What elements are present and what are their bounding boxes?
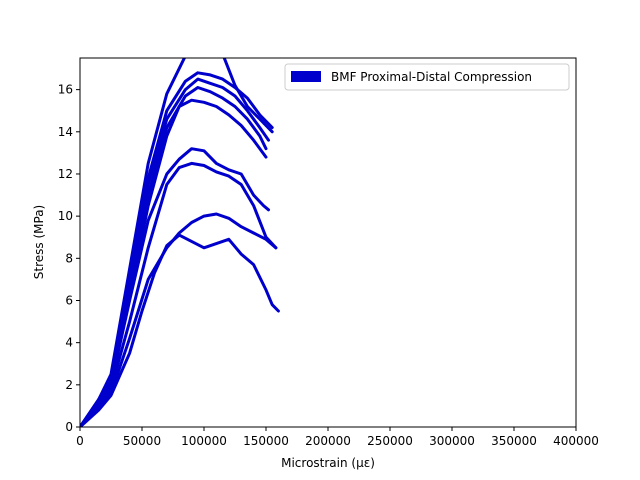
x-tick-label: 250000 (367, 434, 413, 448)
y-tick-label: 16 (58, 83, 73, 97)
y-tick-label: 14 (58, 125, 73, 139)
plot-frame (79, 57, 577, 428)
legend-swatch (291, 71, 321, 82)
x-tick-label: 350000 (491, 434, 537, 448)
series-line-8 (80, 233, 280, 427)
x-tick-label: 200000 (305, 434, 351, 448)
x-axis-ticks: 0 50000 100000 150000 200000 250000 300000 3500… (76, 427, 599, 448)
x-axis-label: Microstrain (με) (281, 456, 375, 470)
y-tick-label: 4 (65, 336, 73, 350)
y-axis-ticks: 0 2 4 6 8 10 12 14 16 (58, 83, 80, 434)
series-line-5 (80, 147, 270, 427)
legend: BMF Proximal-Distal Compression (284, 63, 570, 91)
series-line-6 (80, 161, 278, 427)
legend-box (284, 63, 570, 91)
x-tick-label: 100000 (181, 434, 227, 448)
x-tick-label: 50000 (123, 434, 161, 448)
x-tick-label: 150000 (243, 434, 289, 448)
y-axis-label: Stress (MPa) (32, 205, 46, 279)
series-line-7 (80, 212, 278, 427)
y-tick-label: 6 (65, 293, 73, 307)
y-tick-label: 12 (58, 167, 73, 181)
y-tick-label: 0 (65, 420, 73, 434)
y-tick-label: 10 (58, 209, 73, 223)
x-tick-label: 0 (76, 434, 84, 448)
series-line-3 (80, 86, 268, 427)
curve-layer (80, 58, 280, 427)
y-tick-label: 8 (65, 251, 73, 265)
legend-label: BMF Proximal-Distal Compression (331, 70, 532, 84)
y-tick-label: 2 (65, 378, 73, 392)
x-tick-label: 300000 (429, 434, 475, 448)
x-tick-label: 400000 (553, 434, 599, 448)
